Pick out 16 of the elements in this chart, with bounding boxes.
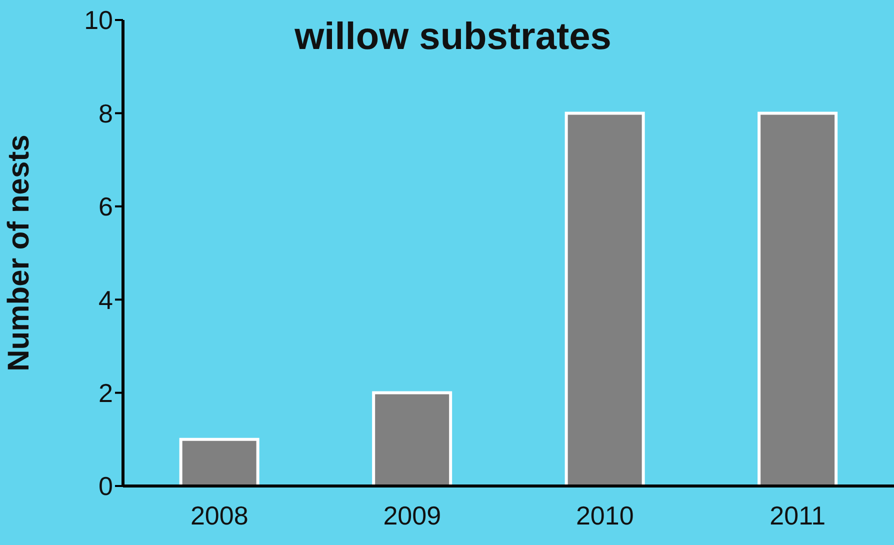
x-tick-label: 2009 [383,500,442,530]
y-tick-label: 8 [98,98,113,128]
y-tick-label: 2 [98,378,113,408]
y-axis-title: Number of nests [2,134,36,372]
y-tick-label: 0 [98,471,113,502]
bar [564,112,645,486]
bar [758,112,838,486]
bar [372,391,452,486]
x-tick-label: 2008 [190,500,248,530]
x-tick-label: 2011 [770,500,826,530]
y-tick-label: 10 [84,5,113,36]
x-tick-label: 2010 [576,500,634,530]
chart-title: willow substrates [294,16,612,59]
bar [179,438,260,486]
y-tick-label: 4 [98,284,113,315]
y-tick-label: 6 [98,192,113,222]
